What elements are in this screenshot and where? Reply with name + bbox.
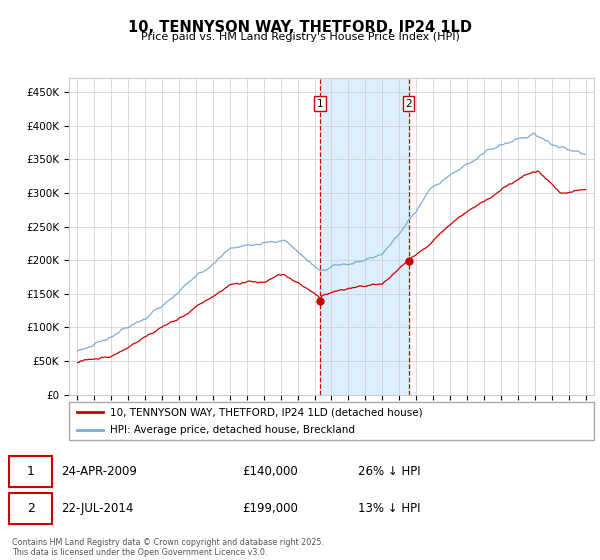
Text: 1: 1 [27, 465, 35, 478]
Text: £199,000: £199,000 [242, 502, 298, 515]
Text: Contains HM Land Registry data © Crown copyright and database right 2025.
This d: Contains HM Land Registry data © Crown c… [12, 538, 324, 557]
FancyBboxPatch shape [9, 493, 52, 524]
Text: 24-APR-2009: 24-APR-2009 [61, 465, 137, 478]
Text: HPI: Average price, detached house, Breckland: HPI: Average price, detached house, Brec… [110, 425, 355, 435]
Bar [320, 78, 409, 395]
Text: 22-JUL-2014: 22-JUL-2014 [61, 502, 133, 515]
Text: 2: 2 [405, 99, 412, 109]
FancyBboxPatch shape [9, 456, 52, 487]
Text: 1: 1 [316, 99, 323, 109]
Text: 10, TENNYSON WAY, THETFORD, IP24 1LD: 10, TENNYSON WAY, THETFORD, IP24 1LD [128, 20, 472, 35]
Text: £140,000: £140,000 [242, 465, 298, 478]
Text: 10, TENNYSON WAY, THETFORD, IP24 1LD (detached house): 10, TENNYSON WAY, THETFORD, IP24 1LD (de… [110, 407, 422, 417]
Text: 13% ↓ HPI: 13% ↓ HPI [358, 502, 420, 515]
Text: 2: 2 [27, 502, 35, 515]
Text: Price paid vs. HM Land Registry's House Price Index (HPI): Price paid vs. HM Land Registry's House … [140, 32, 460, 43]
Text: 26% ↓ HPI: 26% ↓ HPI [358, 465, 420, 478]
